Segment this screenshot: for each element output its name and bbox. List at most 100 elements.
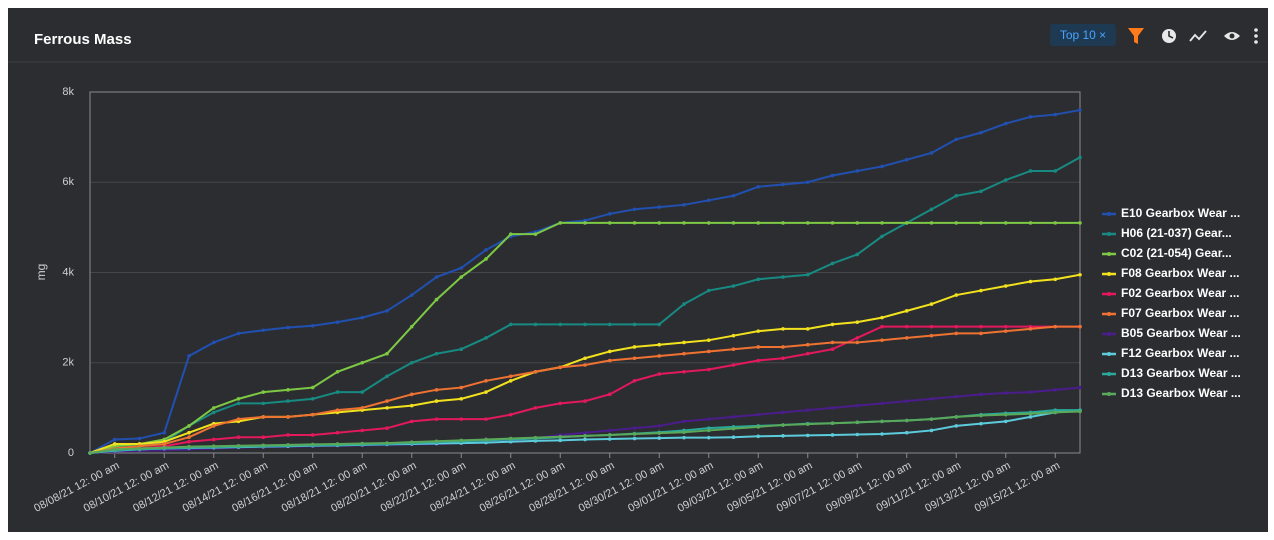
series-point [756, 434, 761, 439]
series-point [954, 415, 959, 419]
legend-swatch-dot [1107, 212, 1111, 216]
series-point [929, 428, 934, 433]
series-point [855, 336, 860, 340]
series-point [459, 347, 464, 352]
series-point [583, 322, 587, 327]
series-point [657, 322, 662, 327]
series-point [484, 417, 488, 421]
series-point [360, 428, 365, 433]
series-point [1003, 419, 1008, 424]
filter-chip-bg[interactable] [1050, 24, 1116, 46]
series-point [385, 441, 389, 445]
eye-icon[interactable] [1224, 32, 1240, 40]
series-point [1053, 112, 1058, 117]
series-point [706, 338, 711, 342]
panel-background [8, 8, 1268, 532]
series-point [706, 288, 711, 293]
series-point [607, 349, 612, 354]
series-point [211, 444, 216, 449]
series-point [731, 415, 736, 419]
series-point [1003, 221, 1008, 225]
series-point [286, 325, 290, 330]
series-point [286, 433, 290, 437]
series-point [187, 439, 191, 444]
series-point [880, 221, 884, 225]
series-point [731, 221, 736, 225]
series-point [954, 193, 959, 198]
series-point [583, 356, 587, 361]
series-point [1053, 221, 1058, 225]
series-point [434, 351, 439, 356]
series-point [112, 442, 117, 446]
series-point [434, 439, 439, 444]
series-point [211, 424, 216, 428]
series-point [533, 406, 538, 410]
series-point [236, 397, 241, 401]
series-point [1053, 388, 1058, 392]
series-point [756, 345, 761, 349]
series-point [657, 354, 662, 358]
series-point [409, 419, 414, 424]
menu-icon[interactable] [1254, 28, 1258, 44]
filter-chip[interactable]: Top 10 × [1060, 28, 1106, 42]
series-point [805, 272, 810, 277]
series-point [781, 434, 785, 438]
series-point [434, 297, 439, 302]
series-point [1078, 385, 1082, 390]
series-point [880, 324, 884, 329]
series-point [731, 193, 736, 198]
series-point [607, 437, 612, 441]
series-point [261, 415, 266, 419]
series-point [781, 182, 785, 187]
series-point [310, 397, 315, 401]
series-point [211, 410, 216, 415]
series-point [360, 315, 365, 320]
series-point [335, 390, 340, 394]
series-point [904, 430, 909, 435]
series-point [187, 444, 191, 449]
series-point [261, 443, 266, 448]
plot-border [89, 91, 1081, 454]
series-point [211, 406, 216, 410]
legend-swatch-dot [1107, 392, 1111, 396]
series-point [1028, 169, 1033, 173]
clock-icon[interactable] [1162, 29, 1176, 43]
series-point [1053, 324, 1058, 329]
series-point [508, 412, 513, 417]
series-point [830, 347, 835, 352]
series-point [310, 442, 315, 447]
legend-label: E10 Gearbox Wear ... [1121, 206, 1240, 220]
filter-icon[interactable] [1128, 28, 1144, 44]
series-point [533, 369, 538, 374]
series-point [904, 336, 909, 340]
series-point [979, 392, 983, 397]
y-tick-label: 2k [62, 357, 74, 369]
series-point [632, 207, 637, 212]
series-point [706, 221, 711, 225]
series-point [632, 356, 637, 361]
series-point [1028, 390, 1033, 394]
series-point [830, 173, 835, 178]
series-point [805, 221, 810, 225]
series-point [954, 424, 959, 428]
series-point [385, 374, 389, 379]
series-point [756, 329, 761, 333]
series-point [286, 415, 290, 419]
legend-swatch-dot [1107, 272, 1111, 276]
series-point [781, 275, 785, 279]
series-point [236, 331, 241, 336]
series-point [682, 221, 686, 225]
series-point [1028, 411, 1033, 416]
series-point [286, 388, 290, 392]
series-point [706, 349, 711, 354]
series-point [583, 399, 587, 403]
series-point [335, 408, 340, 412]
series-point [979, 130, 983, 135]
legend-swatch-dot [1107, 332, 1111, 336]
series-point [558, 322, 563, 327]
series-point [805, 327, 810, 331]
series-point [385, 351, 389, 356]
series-point [781, 327, 785, 331]
trend-icon[interactable] [1189, 30, 1207, 42]
